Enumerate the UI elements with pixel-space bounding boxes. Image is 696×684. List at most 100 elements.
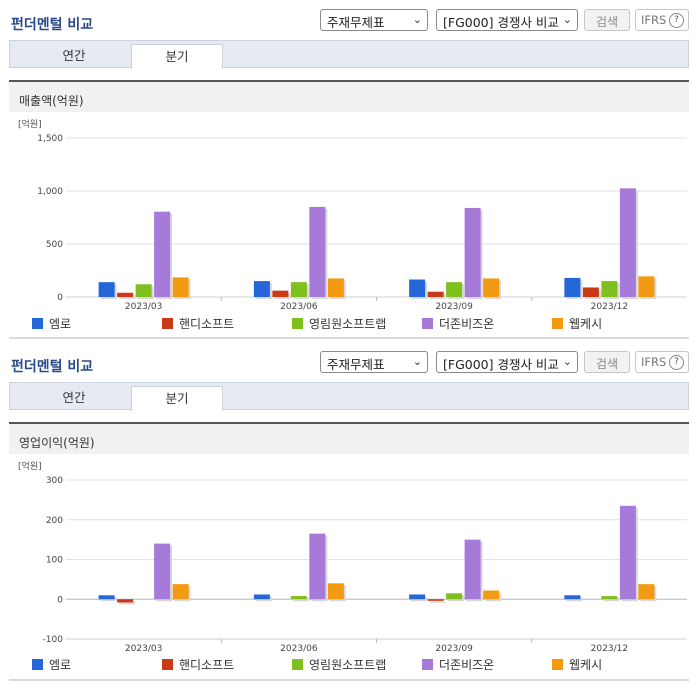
legend-item: 영림원소프트랩: [292, 656, 386, 673]
bar-shadow: [603, 598, 620, 602]
search-button[interactable]: 검색: [584, 351, 630, 373]
bar: [327, 583, 344, 600]
chart-title-bar: 매출액(억원): [9, 80, 689, 112]
legend-swatch: [162, 659, 173, 670]
section-title: 펀더멘털 비교: [11, 17, 94, 33]
legend-swatch: [162, 318, 173, 329]
legend-label: 영림원소프트랩: [309, 658, 387, 672]
bar: [483, 590, 500, 600]
question-icon: ?: [669, 13, 684, 28]
legend-swatch: [422, 318, 433, 329]
ifrs-help-button[interactable]: IFRS ?: [635, 9, 689, 31]
legend-label: 핸디소프트: [179, 317, 235, 331]
section-divider: [9, 679, 689, 681]
tab-annual[interactable]: 연간: [62, 390, 86, 405]
bar: [638, 584, 655, 600]
bar: [98, 282, 115, 297]
x-tick-label: 2023/06: [280, 644, 318, 652]
bar-shadow: [566, 597, 583, 602]
legend-swatch: [292, 318, 303, 329]
bar: [309, 533, 326, 600]
bar: [117, 292, 134, 297]
legend-item: 웹케시: [552, 656, 602, 673]
bar: [483, 278, 500, 297]
chevron-down-icon: ⌄: [562, 355, 572, 368]
unit-label: [억원]: [18, 460, 42, 472]
unit-label: [억원]: [18, 118, 42, 130]
bar: [564, 277, 581, 297]
bar: [601, 596, 618, 600]
bar-shadow: [429, 601, 446, 603]
legend-label: 엠로: [49, 317, 72, 331]
y-tick-label: 1,000: [37, 187, 63, 197]
statement-select[interactable]: 주재무제표 ⌄: [320, 9, 428, 31]
section-divider: [9, 337, 689, 339]
chart-title: 매출액(억원): [19, 94, 84, 108]
search-button[interactable]: 검색: [584, 9, 630, 31]
x-tick-label: 2023/09: [435, 644, 473, 652]
bar: [135, 284, 152, 297]
legend-label: 엠로: [49, 658, 72, 672]
legend-swatch: [32, 318, 43, 329]
bar: [582, 287, 599, 297]
legend-label: 더존비즈온: [439, 658, 495, 672]
legend-label: 핸디소프트: [179, 658, 235, 672]
x-tick-label: 2023/12: [591, 644, 628, 652]
bar: [327, 278, 344, 297]
bar: [172, 584, 189, 600]
legend-item: 더존비즈온: [422, 315, 494, 332]
bar: [619, 188, 636, 297]
ifrs-label: IFRS: [641, 355, 667, 369]
compare-select[interactable]: [FG000] 경쟁사 비교 ⌄: [436, 351, 578, 373]
statement-select[interactable]: 주재무제표 ⌄: [320, 351, 428, 373]
chart-title: 영업이익(억원): [19, 436, 95, 450]
bar: [638, 276, 655, 297]
bar: [409, 279, 426, 297]
legend-item: 웹케시: [552, 315, 602, 332]
bar: [446, 282, 463, 297]
y-tick-label: 1,500: [37, 134, 63, 144]
legend-swatch: [422, 659, 433, 670]
chevron-down-icon: ⌄: [412, 355, 422, 368]
ifrs-help-button[interactable]: IFRS ?: [635, 351, 689, 373]
bar: [309, 206, 326, 297]
legend-item: 엠로: [32, 315, 71, 332]
bar: [427, 599, 444, 601]
compare-select-value: [FG000] 경쟁사 비교: [443, 357, 559, 372]
bar-shadow: [119, 601, 136, 605]
legend-label: 웹케시: [569, 658, 603, 672]
chart-title-bar: 영업이익(억원): [9, 422, 689, 454]
legend-swatch: [552, 318, 563, 329]
bar: [172, 277, 189, 297]
legend-item: 핸디소프트: [162, 315, 234, 332]
y-tick-label: 200: [46, 516, 63, 526]
fundamental-section-2: 펀더멘털 비교 주재무제표 ⌄ [FG000] 경쟁사 비교 ⌄ 검색 IFRS…: [0, 342, 696, 684]
y-tick-label: 0: [57, 595, 63, 605]
x-tick-label: 2023/03: [125, 644, 162, 652]
x-tick-label: 2023/03: [125, 302, 162, 310]
section-title: 펀더멘털 비교: [11, 359, 94, 375]
bar: [464, 207, 481, 297]
revenue-chart: [억원] 0 500 1,000 1,500 2023/03 2023/06 2023/09 2…: [9, 112, 689, 310]
legend-item: 엠로: [32, 656, 71, 673]
y-tick-label: 100: [46, 556, 63, 566]
bar: [601, 281, 618, 297]
statement-select-value: 주재무제표: [327, 357, 385, 372]
tab-quarterly[interactable]: 분기: [131, 44, 223, 69]
section-header: 펀더멘털 비교 주재무제표 ⌄ [FG000] 경쟁사 비교 ⌄ 검색 IFRS…: [0, 0, 696, 40]
bar: [154, 211, 171, 297]
tab-annual[interactable]: 연간: [62, 48, 86, 63]
chevron-down-icon: ⌄: [562, 13, 572, 26]
bar: [290, 596, 307, 600]
revenue-chart-svg: [억원] 0 500 1,000 1,500 2023/03 2023/06 2023/09 2…: [18, 118, 687, 310]
tab-quarterly[interactable]: 분기: [131, 386, 223, 411]
bar: [619, 505, 636, 600]
x-tick-label: 2023/06: [280, 302, 318, 310]
compare-select[interactable]: [FG000] 경쟁사 비교 ⌄: [436, 9, 578, 31]
operating-profit-chart: [억원] -100 0 100 200 300 2023/03 2023/06 2023/09 2…: [9, 454, 689, 652]
question-icon: ?: [669, 355, 684, 370]
period-tabs: 연간 분기: [9, 40, 689, 69]
legend-label: 웹케시: [569, 317, 603, 331]
x-tick-label: 2023/12: [591, 302, 628, 310]
bar: [98, 595, 115, 600]
